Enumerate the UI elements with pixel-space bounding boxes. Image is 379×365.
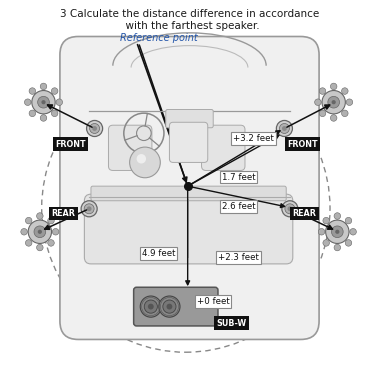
Circle shape xyxy=(37,244,43,251)
Circle shape xyxy=(276,120,293,137)
Text: Reference point: Reference point xyxy=(120,33,198,43)
FancyBboxPatch shape xyxy=(60,36,319,339)
FancyBboxPatch shape xyxy=(108,125,152,170)
Text: with the farthest speaker.: with the farthest speaker. xyxy=(119,21,260,31)
Circle shape xyxy=(323,240,329,246)
Circle shape xyxy=(330,83,337,90)
Circle shape xyxy=(52,88,58,94)
FancyBboxPatch shape xyxy=(202,125,245,170)
Circle shape xyxy=(40,115,47,121)
Circle shape xyxy=(346,99,353,105)
Circle shape xyxy=(282,126,287,131)
Circle shape xyxy=(159,296,180,317)
FancyBboxPatch shape xyxy=(85,194,293,264)
Circle shape xyxy=(48,217,54,224)
Circle shape xyxy=(41,100,45,104)
Text: 4.9 feet: 4.9 feet xyxy=(142,249,175,258)
Circle shape xyxy=(326,220,349,243)
Circle shape xyxy=(92,126,97,131)
Circle shape xyxy=(334,213,341,219)
Circle shape xyxy=(328,96,340,108)
Circle shape xyxy=(52,228,59,235)
FancyBboxPatch shape xyxy=(134,287,218,326)
Circle shape xyxy=(52,110,58,117)
Circle shape xyxy=(140,296,161,317)
Circle shape xyxy=(330,115,337,121)
Circle shape xyxy=(130,147,160,178)
Circle shape xyxy=(285,204,295,214)
Circle shape xyxy=(48,240,54,246)
Circle shape xyxy=(315,99,321,105)
Circle shape xyxy=(56,99,63,105)
Circle shape xyxy=(89,123,100,134)
FancyBboxPatch shape xyxy=(91,186,286,201)
Circle shape xyxy=(84,204,94,214)
Circle shape xyxy=(38,96,49,108)
Text: 3 Calculate the distance difference in accordance: 3 Calculate the distance difference in a… xyxy=(60,9,319,19)
Circle shape xyxy=(38,230,42,234)
Circle shape xyxy=(29,110,36,117)
Text: 1.7 feet: 1.7 feet xyxy=(222,173,255,181)
Text: +2.3 feet: +2.3 feet xyxy=(218,253,259,262)
Circle shape xyxy=(350,228,356,235)
Circle shape xyxy=(144,300,157,313)
Circle shape xyxy=(40,83,47,90)
Circle shape xyxy=(341,88,348,94)
Circle shape xyxy=(334,244,341,251)
Circle shape xyxy=(34,226,46,238)
FancyBboxPatch shape xyxy=(166,110,213,128)
Text: 2.6 feet: 2.6 feet xyxy=(222,202,255,211)
Circle shape xyxy=(32,91,55,114)
Text: FRONT: FRONT xyxy=(287,140,318,149)
Circle shape xyxy=(163,300,176,313)
Circle shape xyxy=(319,88,326,94)
Circle shape xyxy=(148,304,154,310)
Circle shape xyxy=(21,228,27,235)
Circle shape xyxy=(136,154,146,164)
Text: +0 feet: +0 feet xyxy=(197,297,230,306)
Text: FRONT: FRONT xyxy=(56,140,86,149)
Circle shape xyxy=(166,304,172,310)
Text: REAR: REAR xyxy=(52,209,75,218)
Text: +3.2 feet: +3.2 feet xyxy=(233,134,274,143)
Circle shape xyxy=(81,201,97,217)
Circle shape xyxy=(332,100,336,104)
Circle shape xyxy=(322,91,345,114)
Circle shape xyxy=(345,240,352,246)
Circle shape xyxy=(319,110,326,117)
Text: REAR: REAR xyxy=(293,209,316,218)
Circle shape xyxy=(25,99,31,105)
Circle shape xyxy=(345,217,352,224)
Circle shape xyxy=(279,123,290,134)
Circle shape xyxy=(25,240,32,246)
Circle shape xyxy=(37,213,43,219)
Circle shape xyxy=(29,88,36,94)
Circle shape xyxy=(28,220,52,243)
Circle shape xyxy=(332,226,343,238)
Circle shape xyxy=(318,228,325,235)
Circle shape xyxy=(335,230,340,234)
Circle shape xyxy=(287,206,292,211)
FancyBboxPatch shape xyxy=(169,122,208,162)
Circle shape xyxy=(25,217,32,224)
Circle shape xyxy=(323,217,329,224)
Circle shape xyxy=(341,110,348,117)
Text: SUB-W: SUB-W xyxy=(216,319,247,327)
Circle shape xyxy=(86,120,103,137)
Circle shape xyxy=(282,201,298,217)
Circle shape xyxy=(87,206,92,211)
